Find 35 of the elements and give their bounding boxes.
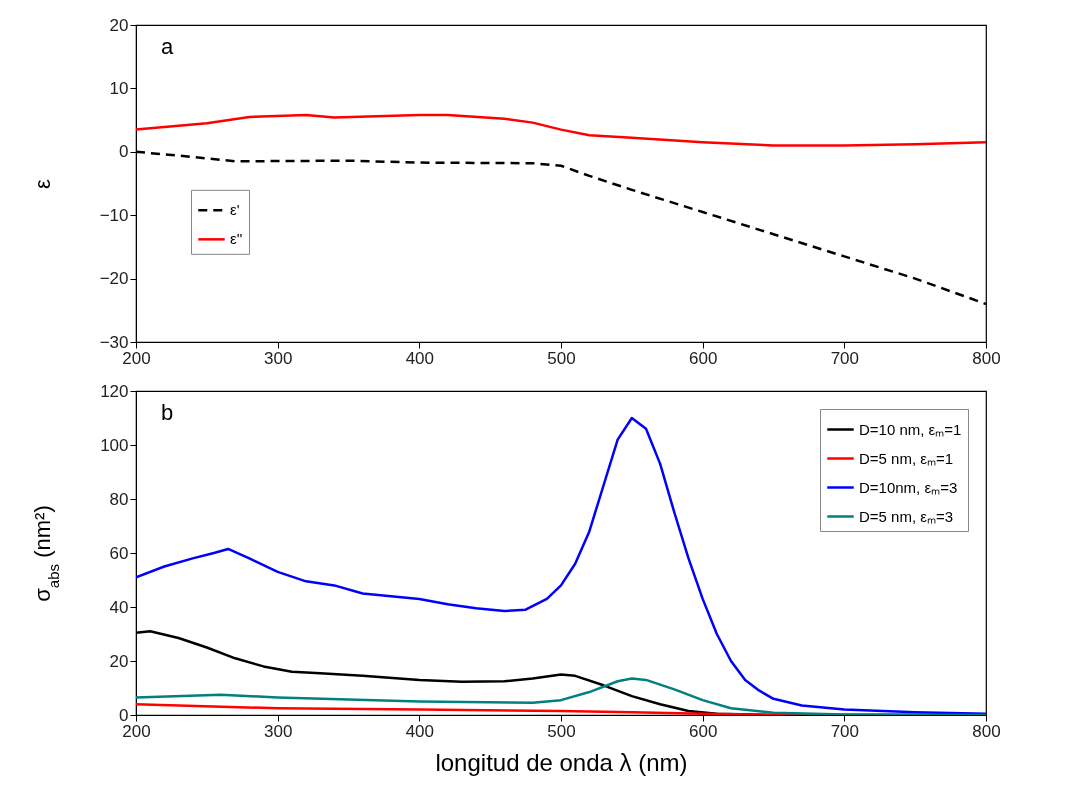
x-tick-label: 700	[830, 348, 860, 368]
y-tick-label: 20	[109, 651, 129, 671]
x-tick-label: 300	[263, 348, 293, 368]
y-tick-label: 120	[100, 381, 129, 401]
y-tick-label: 40	[109, 597, 129, 617]
line-series	[136, 113, 986, 147]
y-tick-label: 20	[109, 15, 129, 35]
x-tick-label: 400	[405, 348, 435, 368]
legend-label: D=10 nm, εₘ=1	[859, 420, 962, 438]
x-axis-title: longitud de onda λ (nm)	[435, 748, 688, 776]
annotation: a	[161, 34, 174, 59]
y-tick-label: 10	[109, 78, 129, 98]
y-axis-title: ε	[29, 178, 55, 189]
legend-label: D=10nm, εₘ=3	[859, 478, 958, 496]
y-tick-label: −10	[99, 205, 129, 225]
y-tick-label: 60	[109, 543, 129, 563]
legend-label: ε'	[230, 201, 240, 219]
legend-label: D=5 nm, εₘ=3	[859, 507, 954, 525]
x-tick-label: 400	[405, 721, 435, 741]
legend-label: D=5 nm, εₘ=1	[859, 449, 954, 467]
legend-label: ε''	[230, 230, 243, 248]
x-tick-label: 600	[688, 721, 718, 741]
x-tick-label: 800	[972, 348, 1001, 368]
x-tick-label: 700	[830, 721, 860, 741]
y-tick-label: 80	[109, 489, 129, 509]
x-tick-label: 300	[263, 721, 293, 741]
line-series	[136, 677, 986, 715]
annotation: b	[161, 400, 174, 425]
x-tick-label: 800	[972, 721, 1001, 741]
y-tick-label: 100	[100, 435, 129, 455]
x-tick-label: 500	[547, 348, 576, 368]
x-tick-label: 600	[688, 348, 718, 368]
y-tick-label: 0	[119, 142, 129, 162]
x-tick-label: 500	[547, 721, 576, 741]
y-tick-label: −20	[99, 269, 129, 289]
